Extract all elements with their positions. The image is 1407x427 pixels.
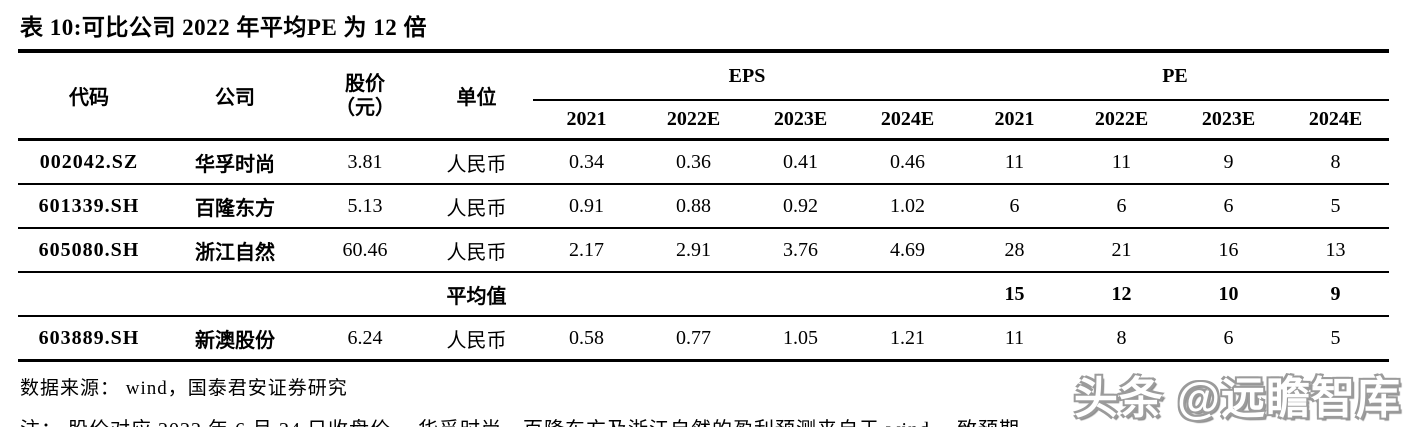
eps-2021-value: 0.34 — [569, 150, 604, 173]
eps-2024e-value: 4.69 — [890, 238, 925, 261]
company-name: 华孚时尚 — [195, 153, 275, 176]
stock-code: 605080.SH — [38, 238, 140, 261]
pe-2022e-value: 11 — [1111, 150, 1132, 173]
column-header-unit: 单位 — [420, 53, 533, 141]
column-group-pe: PE — [961, 53, 1389, 101]
eps-2023e-value: 0.41 — [783, 150, 818, 173]
empty-cell — [747, 272, 854, 316]
price-label-line2: （元） — [335, 96, 395, 119]
eps-2023e-value: 0.92 — [783, 194, 818, 217]
stock-price: 5.13 — [347, 194, 383, 217]
header-group-row: 代码 公司 股价 （元） 单位 EPS PE — [18, 53, 1389, 141]
watermark-toutiao-yuanzhan: 头条 @远瞻智库 — [1073, 374, 1401, 423]
comparable-companies-table: 代码 公司 股价 （元） 单位 EPS PE 2021 2022E 2023E … — [18, 53, 1389, 362]
company-name: 百隆东方 — [195, 197, 275, 220]
pe-2022e-value: 21 — [1111, 238, 1132, 261]
stock-price: 3.81 — [347, 150, 383, 173]
average-label: 平均值 — [446, 285, 507, 308]
column-header-price: 股价 （元） — [310, 53, 420, 141]
table-row-xinao: 603889.SH 新澳股份 6.24 人民币 0.58 0.77 1.05 1… — [18, 316, 1389, 361]
header-year-row: 2021 2022E 2023E 2024E 2021 2022E 2023E … — [18, 100, 1389, 141]
column-header-company: 公司 — [160, 53, 310, 141]
pe-2022e-average: 12 — [1111, 282, 1132, 305]
column-header-code: 代码 — [18, 53, 160, 141]
column-header-eps-2021: 2021 — [533, 100, 640, 141]
table-header: 代码 公司 股价 （元） 单位 EPS PE 2021 2022E 2023E … — [18, 53, 1389, 141]
eps-2023e-value: 3.76 — [783, 238, 818, 261]
table-title: 表 10:可比公司 2022 年平均PE 为 12 倍 — [18, 6, 1389, 53]
eps-2024e-value: 1.21 — [890, 326, 925, 349]
pe-2023e-value: 9 — [1223, 150, 1234, 173]
eps-2022e-value: 0.88 — [676, 194, 711, 217]
eps-2024e-value: 1.02 — [890, 194, 925, 217]
eps-2021-value: 0.91 — [569, 194, 604, 217]
stock-price: 6.24 — [347, 326, 383, 349]
stock-price: 60.46 — [342, 238, 388, 261]
currency-unit: 人民币 — [446, 153, 507, 176]
eps-2023e-value: 1.05 — [783, 326, 818, 349]
currency-unit: 人民币 — [446, 241, 507, 264]
price-label-line1: 股价 — [345, 72, 385, 95]
pe-2021-value: 11 — [1004, 326, 1025, 349]
column-header-eps-2022e: 2022E — [640, 100, 747, 141]
stock-code: 603889.SH — [38, 326, 140, 349]
empty-cell — [854, 272, 961, 316]
column-header-eps-2023e: 2023E — [747, 100, 854, 141]
eps-2022e-value: 0.77 — [676, 326, 711, 349]
empty-cell — [640, 272, 747, 316]
pe-2022e-value: 8 — [1116, 326, 1127, 349]
eps-2022e-value: 2.91 — [676, 238, 711, 261]
pe-2021-value: 28 — [1004, 238, 1025, 261]
pe-2023e-value: 6 — [1223, 326, 1234, 349]
company-name: 浙江自然 — [195, 241, 275, 264]
column-header-pe-2022e: 2022E — [1068, 100, 1175, 141]
average-row: 平均值 15 12 10 9 — [18, 272, 1389, 316]
table-body: 002042.SZ 华孚时尚 3.81 人民币 0.34 0.36 0.41 0… — [18, 140, 1389, 361]
empty-cell — [18, 272, 160, 316]
table-row-zhejiang: 605080.SH 浙江自然 60.46 人民币 2.17 2.91 3.76 … — [18, 228, 1389, 272]
column-header-eps-2024e: 2024E — [854, 100, 961, 141]
pe-2024e-value: 13 — [1325, 238, 1346, 261]
column-header-pe-2024e: 2024E — [1282, 100, 1389, 141]
eps-2024e-value: 0.46 — [890, 150, 925, 173]
eps-2021-value: 0.58 — [569, 326, 604, 349]
column-header-pe-2023e: 2023E — [1175, 100, 1282, 141]
pe-2023e-value: 16 — [1218, 238, 1239, 261]
pe-2023e-average: 10 — [1218, 282, 1239, 305]
pe-2022e-value: 6 — [1116, 194, 1127, 217]
empty-cell — [533, 272, 640, 316]
table-row-bailong: 601339.SH 百隆东方 5.13 人民币 0.91 0.88 0.92 1… — [18, 184, 1389, 228]
eps-2021-value: 2.17 — [569, 238, 604, 261]
pe-2024e-value: 5 — [1330, 194, 1341, 217]
column-header-pe-2021: 2021 — [961, 100, 1068, 141]
currency-unit: 人民币 — [446, 329, 507, 352]
pe-2024e-value: 5 — [1330, 326, 1341, 349]
empty-cell — [310, 272, 420, 316]
pe-2021-value: 6 — [1009, 194, 1020, 217]
stock-code: 601339.SH — [38, 194, 140, 217]
currency-unit: 人民币 — [446, 197, 507, 220]
stock-code: 002042.SZ — [39, 150, 139, 173]
data-source-note: 数据来源： wind，国泰君安证券研究 — [20, 378, 348, 399]
footnote: 注： 股价对应 2022 年 6 月 24 日收盘价， 华孚时尚、百隆东方及浙江… — [18, 400, 1387, 427]
empty-cell — [160, 272, 310, 316]
pe-2024e-value: 8 — [1330, 150, 1341, 173]
pe-2023e-value: 6 — [1223, 194, 1234, 217]
table-row-huafu: 002042.SZ 华孚时尚 3.81 人民币 0.34 0.36 0.41 0… — [18, 140, 1389, 184]
eps-2022e-value: 0.36 — [676, 150, 711, 173]
pe-2024e-average: 9 — [1330, 282, 1341, 305]
column-group-eps: EPS — [533, 53, 961, 101]
company-name: 新澳股份 — [195, 329, 275, 352]
pe-2021-average: 15 — [1004, 282, 1025, 305]
pe-2021-value: 11 — [1004, 150, 1025, 173]
